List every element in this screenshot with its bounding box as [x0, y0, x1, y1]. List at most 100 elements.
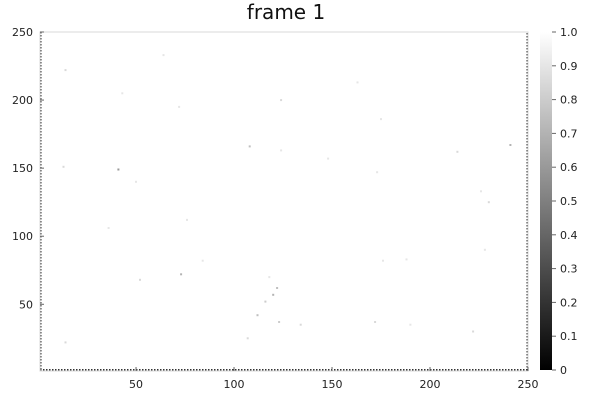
heatmap-speckle	[62, 165, 65, 168]
edge-noise-dot	[427, 369, 429, 371]
edge-noise-dot	[133, 369, 135, 371]
edge-noise-dot	[526, 318, 528, 320]
edge-noise-dot	[442, 369, 444, 371]
edge-noise-dot	[127, 369, 129, 371]
edge-noise-dot	[40, 221, 42, 223]
edge-noise-dot	[526, 90, 528, 92]
edge-noise-dot	[478, 369, 480, 371]
edge-noise-dot	[526, 141, 528, 143]
edge-noise-dot	[40, 101, 42, 103]
edge-noise-dot	[526, 111, 528, 113]
edge-noise-dot	[94, 369, 96, 371]
edge-noise-dot	[355, 369, 357, 371]
plot-area	[39, 31, 529, 372]
x-axis: 50 100 150 200 250	[129, 367, 539, 391]
edge-noise-dot	[415, 369, 417, 371]
edge-noise-dot	[40, 335, 42, 337]
edge-noise-dot	[40, 362, 42, 364]
heatmap-speckle	[139, 278, 141, 281]
edge-noise-dot	[91, 369, 93, 371]
heatmap-speckle	[356, 81, 359, 84]
edge-noise-dot	[235, 369, 237, 371]
heatmap-speckle	[256, 314, 259, 317]
edge-noise-dot	[502, 369, 504, 371]
edge-noise-dot	[40, 287, 42, 289]
edge-noise-dot	[526, 243, 528, 245]
edge-noise-dot	[40, 95, 42, 97]
edge-noise-dot	[526, 348, 528, 350]
heatmap-speckle	[409, 323, 412, 326]
edge-noise-dot	[40, 299, 42, 301]
edge-noise-dot	[526, 162, 528, 164]
edge-noise-dot	[526, 333, 528, 335]
edge-noise-dot	[43, 369, 45, 371]
edge-noise-dot	[526, 54, 528, 56]
edge-noise-dot	[40, 224, 42, 226]
edge-noise-dot	[526, 144, 528, 146]
edge-noise-dot	[40, 296, 42, 298]
edge-noise-dot	[40, 215, 42, 217]
edge-noise-dot	[40, 308, 42, 310]
edge-noise-dot	[40, 281, 42, 283]
edge-noise-dot	[265, 369, 267, 371]
edge-noise-dot	[40, 197, 42, 199]
edge-noise-dot	[40, 302, 42, 304]
edge-noise-dot	[136, 369, 138, 371]
edge-noise-dot	[448, 369, 450, 371]
edge-noise-dot	[40, 62, 42, 64]
edge-noise-dot	[526, 201, 528, 203]
edge-noise-dot	[40, 161, 42, 163]
edge-noise-dot	[526, 105, 528, 107]
edge-noise-dot	[526, 219, 528, 221]
edge-noise-dot	[64, 369, 66, 371]
edge-noise-dot	[175, 369, 177, 371]
edge-noise-dot	[85, 369, 87, 371]
heatmap-speckle	[180, 273, 183, 276]
edge-noise-dot	[40, 242, 42, 244]
edge-noise-dot	[526, 276, 528, 278]
edge-noise-dot	[40, 263, 42, 265]
edge-noise-dot	[268, 369, 270, 371]
edge-noise-dot	[202, 369, 204, 371]
colorbar-tick-label: 0.8	[560, 94, 578, 107]
edge-noise-dot	[526, 258, 528, 260]
edge-noise-dot	[40, 254, 42, 256]
edge-noise-dot	[40, 164, 42, 166]
edge-noise-dot	[526, 168, 528, 170]
edge-noise-dot	[526, 207, 528, 209]
edge-noise-dot	[40, 89, 42, 91]
edge-noise-dot	[40, 203, 42, 205]
heatmap-speckle	[272, 293, 275, 296]
edge-noise-dot	[322, 369, 324, 371]
edge-noise-dot	[40, 107, 42, 109]
edge-noise-dot	[466, 369, 468, 371]
heatmap-speckle	[107, 227, 110, 229]
edge-noise-dot	[526, 129, 528, 131]
edge-noise-dot	[526, 216, 528, 218]
edge-noise-dot	[526, 183, 528, 185]
edge-noise-dot	[112, 369, 114, 371]
edge-noise-dot	[526, 159, 528, 161]
edge-noise-dot	[526, 156, 528, 158]
edge-noise-dot	[40, 104, 42, 106]
edge-noise-dot	[526, 309, 528, 311]
edge-noise-dot	[40, 110, 42, 112]
edge-noise-dot	[526, 357, 528, 359]
edge-noise-dot	[40, 113, 42, 115]
edge-noise-dot	[55, 369, 57, 371]
edge-noise-dot	[40, 80, 42, 82]
edge-noise-dot	[238, 369, 240, 371]
edge-noise-dot	[40, 218, 42, 220]
edge-noise-dot	[526, 114, 528, 116]
edge-noise-dot	[526, 321, 528, 323]
heatmap-speckle	[178, 105, 181, 108]
edge-noise-dot	[40, 146, 42, 148]
x-tick-label: 250	[518, 378, 539, 391]
edge-noise-dot	[169, 369, 171, 371]
edge-noise-dot	[367, 369, 369, 371]
edge-noise-dot	[526, 180, 528, 182]
edge-noise-dot	[526, 303, 528, 305]
edge-noise-dot	[178, 369, 180, 371]
edge-noise-dot	[526, 96, 528, 98]
